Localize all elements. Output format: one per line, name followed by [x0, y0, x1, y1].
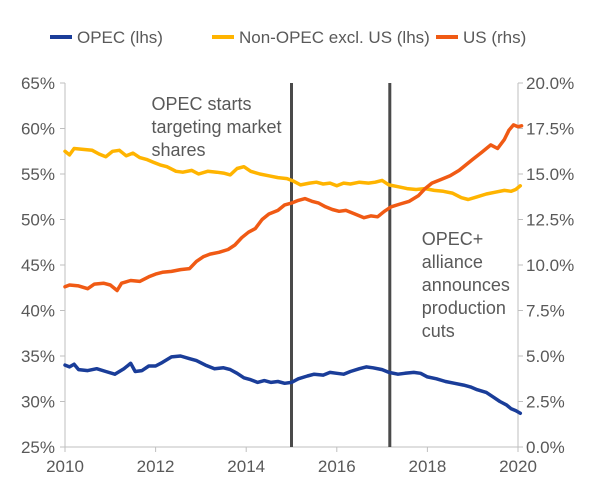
y-tick-label-right: 15.0% — [526, 165, 574, 184]
y-axis-left: 25% 30% 35% 40% 45% 50% 55% 60% 65% — [21, 74, 65, 457]
y-tick-label-left: 35% — [21, 347, 55, 366]
annotation-text: targeting market — [152, 117, 282, 137]
y-tick-label-right: 17.5% — [526, 120, 574, 139]
annotation-text: shares — [152, 140, 206, 160]
y-tick-label-left: 30% — [21, 393, 55, 412]
annotation-text: OPEC+ — [422, 229, 484, 249]
y-tick-label-left: 45% — [21, 256, 55, 275]
x-tick-label: 2020 — [499, 457, 537, 476]
annotation-text: production — [422, 298, 506, 318]
legend-label: OPEC (lhs) — [77, 28, 163, 47]
annotations: OPEC starts targeting market shares OPEC+ al… — [152, 94, 510, 341]
legend-label: US (rhs) — [463, 28, 526, 47]
y-tick-label-right: 20.0% — [526, 74, 574, 93]
y-axis-right: 0.0% 2.5% 5.0% 7.5% 10.0% 12.5% 15.0% 17.5% 20.0… — [518, 74, 574, 457]
legend-label: Non-OPEC excl. US (lhs) — [239, 28, 430, 47]
series-lines — [63, 123, 524, 416]
y-tick-label-right: 7.5% — [526, 302, 565, 321]
legend: OPEC (lhs) Non-OPEC excl. US (lhs) US (rhs… — [50, 28, 526, 47]
event-lines — [290, 83, 392, 447]
x-tick-label: 2012 — [137, 457, 175, 476]
x-tick-label: 2018 — [408, 457, 446, 476]
y-tick-label-right: 10.0% — [526, 256, 574, 275]
y-tick-label-left: 65% — [21, 74, 55, 93]
annotation-text: OPEC starts — [152, 94, 252, 114]
y-tick-label-right: 0.0% — [526, 438, 565, 457]
annotation-text: cuts — [422, 321, 455, 341]
y-tick-label-left: 60% — [21, 120, 55, 139]
y-tick-label-left: 40% — [21, 302, 55, 321]
series-line — [63, 354, 523, 416]
annotation-text: announces — [422, 275, 510, 295]
x-tick-label: 2014 — [227, 457, 265, 476]
x-axis: 2010 2012 2014 2016 2018 2020 — [46, 447, 537, 476]
y-tick-label-right: 2.5% — [526, 393, 565, 412]
series-line — [63, 123, 524, 293]
series-line — [63, 146, 523, 202]
y-tick-label-right: 5.0% — [526, 347, 565, 366]
annotation-text: alliance — [422, 252, 483, 272]
x-tick-label: 2010 — [46, 457, 84, 476]
y-tick-label-left: 50% — [21, 211, 55, 230]
y-tick-label-right: 12.5% — [526, 211, 574, 230]
x-tick-label: 2016 — [318, 457, 356, 476]
y-tick-label-left: 25% — [21, 438, 55, 457]
y-tick-label-left: 55% — [21, 165, 55, 184]
